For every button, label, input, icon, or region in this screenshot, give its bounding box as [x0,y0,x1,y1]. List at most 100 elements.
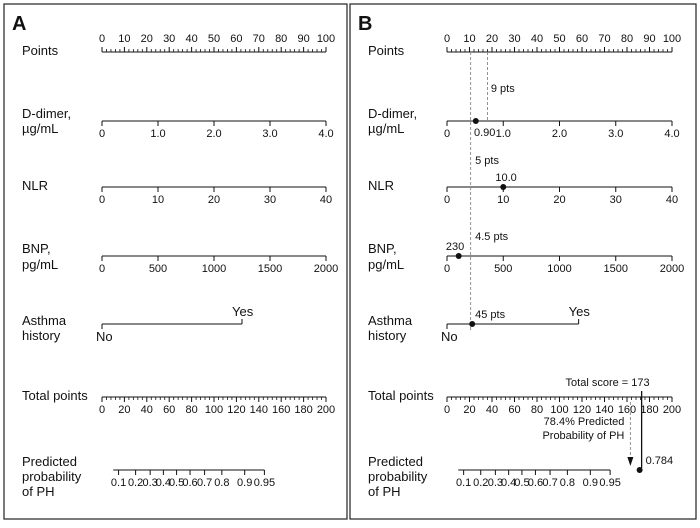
p0-row6-ticklabel-3: 0.4 [156,477,171,489]
p1-row5-ticklabel-4: 80 [531,404,543,416]
p1-row1-label-1: µg/mL [368,121,404,136]
p0-row6-label-2: of PH [22,484,55,499]
p1-row3-ticklabel-1: 500 [494,263,512,275]
p1-row3-ticklabel-4: 2000 [660,263,684,275]
ddimer-point-dot [472,118,479,124]
p1-row2-ticklabel-3: 30 [610,194,622,206]
p0-row3-ticklabel-4: 2000 [314,263,338,275]
p1-row5-ticklabel-10: 200 [663,404,681,416]
p1-row1-label-0: D-dimer, [368,106,417,121]
p1-row3-ticklabel-2: 1000 [547,263,571,275]
p0-row1-ticklabel-1: 1.0 [150,128,165,140]
p1-row0-ticklabel-3: 30 [508,33,520,45]
panel-a-letter: A [12,13,26,35]
p1-row0-ticklabel-4: 40 [531,33,543,45]
p1-row3-ticklabel-3: 1500 [604,263,628,275]
p0-row4-label-1: history [22,328,61,343]
bnp-value-label: 230 [446,241,464,253]
p1-row0-ticklabel-5: 50 [553,33,565,45]
p0-row2-ticklabel-2: 20 [208,194,220,206]
p1-row3-ticklabel-0: 0 [444,263,450,275]
p1-row6-ticklabel-8: 0.9 [583,477,598,489]
p1-row2-ticklabel-1: 10 [497,194,509,206]
p0-row0-ticklabel-2: 20 [141,33,153,45]
p1-row5-ticklabel-0: 0 [444,404,450,416]
p0-row0-ticklabel-3: 30 [163,33,175,45]
p1-row0-ticklabel-7: 70 [598,33,610,45]
p1-row3-label-1: pg/mL [368,257,404,272]
p1-row5-ticklabel-9: 180 [640,404,658,416]
p0-row6-ticklabel-2: 0.3 [143,477,158,489]
p0-row5-ticklabel-0: 0 [99,404,105,416]
p0-row1-label-0: D-dimer, [22,106,71,121]
probability-label-line-1: 78.4% Predicted [544,416,625,428]
asthma-points-label: 45 pts [475,309,505,321]
p1-row1-ticklabel-3: 3.0 [608,128,623,140]
p0-row6-ticklabel-0: 0.1 [111,477,126,489]
p0-row6-ticklabel-6: 0.7 [197,477,212,489]
p0-row0-ticklabel-6: 60 [230,33,242,45]
p1-row6-ticklabel-4: 0.5 [514,477,529,489]
p1-row6-ticklabel-5: 0.6 [528,477,543,489]
probability-label-line-2: Probability of PH [542,430,624,442]
p1-row6-label-1: probability [368,469,428,484]
p0-row1-ticklabel-0: 0 [99,128,105,140]
total-score-label: Total score = 173 [566,377,650,389]
p0-row6-ticklabel-9: 0.95 [254,477,275,489]
panel-b-border [349,3,697,520]
p0-row2-ticklabel-0: 0 [99,194,105,206]
p0-row4-cat-yes: Yes [232,304,254,319]
p0-row5-ticklabel-6: 120 [227,404,245,416]
p1-row0-ticklabel-8: 80 [621,33,633,45]
p1-row6-ticklabel-7: 0.8 [560,477,575,489]
p1-row0-ticklabel-0: 0 [444,33,450,45]
p1-row2-ticklabel-4: 40 [666,194,678,206]
p1-row5-ticklabel-5: 100 [550,404,568,416]
p1-row5-ticklabel-8: 160 [618,404,636,416]
p0-row2-ticklabel-3: 30 [264,194,276,206]
p0-row1-ticklabel-2: 2.0 [206,128,221,140]
ddimer-points-label: 9 pts [491,83,515,95]
p1-row5-ticklabel-6: 120 [573,404,591,416]
p0-row3-ticklabel-1: 500 [149,263,167,275]
p1-row1-ticklabel-0: 0 [444,128,450,140]
p0-row0-ticklabel-5: 50 [208,33,220,45]
p1-row4-label-0: Asthma [368,313,413,328]
nlr-points-label: 5 pts [475,155,499,167]
p0-row5-ticklabel-3: 60 [163,404,175,416]
p1-row5-ticklabel-1: 20 [463,404,475,416]
p0-row3-label-1: pg/mL [22,257,58,272]
p1-row6-ticklabel-6: 0.7 [542,477,557,489]
ddimer-value-label: 0.90 [474,127,495,139]
p0-row5-ticklabel-5: 100 [205,404,223,416]
p0-row5-ticklabel-8: 160 [272,404,290,416]
probability-arrow-head [627,457,634,466]
p0-row2-ticklabel-4: 40 [320,194,332,206]
p1-row6-ticklabel-9: 0.95 [599,477,620,489]
p0-row6-ticklabel-5: 0.6 [182,477,197,489]
p1-row6-ticklabel-3: 0.4 [501,477,516,489]
p0-row4-cat-no: No [96,329,113,344]
p1-row3-label-0: BNP, [368,241,397,256]
p0-row3-ticklabel-0: 0 [99,263,105,275]
p0-row5-ticklabel-7: 140 [250,404,268,416]
p0-row5-ticklabel-10: 200 [317,404,335,416]
p1-row0-ticklabel-6: 60 [576,33,588,45]
p1-row4-label-1: history [368,328,407,343]
p1-row0-ticklabel-10: 100 [663,33,681,45]
probability-point-dot [636,467,643,473]
p0-row3-label-0: BNP, [22,241,51,256]
p0-row1-ticklabel-4: 4.0 [318,128,333,140]
bnp-points-label: 4.5 pts [475,231,509,243]
p0-row0-ticklabel-4: 40 [185,33,197,45]
p1-row4-cat-no: No [441,329,458,344]
p1-row6-label-2: of PH [368,484,401,499]
p0-row1-label-1: µg/mL [22,121,58,136]
p1-row6-label-0: Predicted [368,454,423,469]
p0-row1-ticklabel-3: 3.0 [262,128,277,140]
p0-row2-ticklabel-1: 10 [152,194,164,206]
p0-row0-ticklabel-9: 90 [297,33,309,45]
